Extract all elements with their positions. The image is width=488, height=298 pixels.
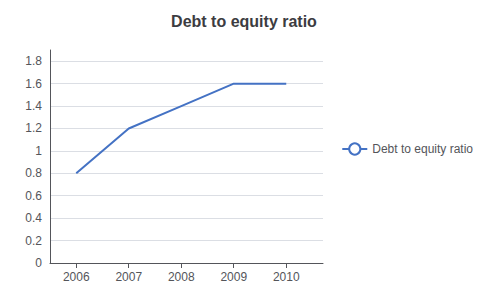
svg-text:Debt to equity ratio: Debt to equity ratio (171, 13, 317, 30)
svg-text:2009: 2009 (220, 270, 247, 284)
svg-text:0.4: 0.4 (25, 211, 42, 225)
svg-text:0: 0 (35, 256, 42, 270)
svg-text:1.6: 1.6 (25, 77, 42, 91)
svg-text:Debt to equity ratio: Debt to equity ratio (372, 142, 473, 156)
svg-text:1: 1 (35, 144, 42, 158)
svg-text:1.8: 1.8 (25, 54, 42, 68)
svg-text:1.2: 1.2 (25, 121, 42, 135)
svg-text:2008: 2008 (168, 270, 195, 284)
svg-text:2010: 2010 (273, 270, 300, 284)
svg-text:0.8: 0.8 (25, 166, 42, 180)
svg-text:0.2: 0.2 (25, 234, 42, 248)
svg-text:2006: 2006 (63, 270, 90, 284)
svg-text:2007: 2007 (115, 270, 142, 284)
svg-text:0.6: 0.6 (25, 189, 42, 203)
svg-text:1.4: 1.4 (25, 99, 42, 113)
